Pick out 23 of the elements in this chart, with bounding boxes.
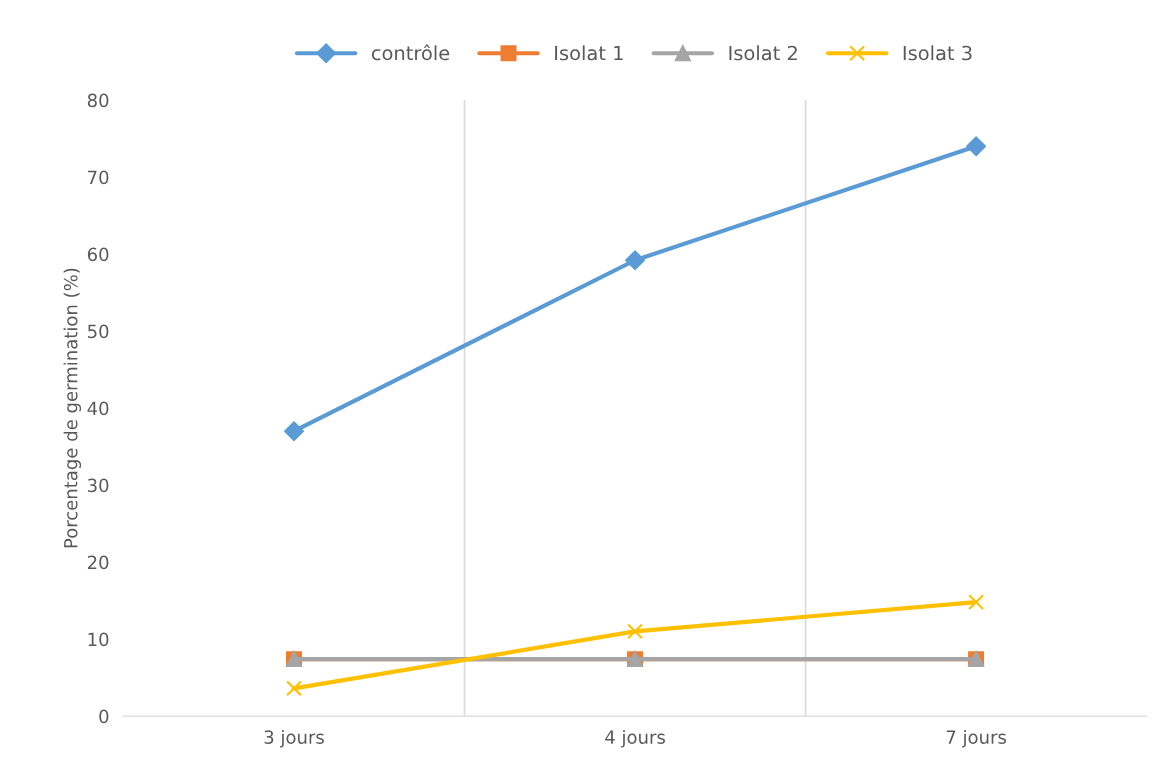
y-tick-label: 60 [87, 247, 109, 262]
y-tick-label: 70 [88, 170, 109, 185]
y-tick-label: 80 [87, 93, 109, 108]
y-tick-label: 50 [88, 324, 109, 339]
legend-label: contrôle [371, 44, 450, 61]
legend-label: Isolat 2 [729, 45, 797, 61]
y-tick-label: 0 [99, 709, 109, 724]
y-axis-title: Porcentage de germination (%) [63, 268, 82, 548]
point [627, 623, 644, 640]
legend-label: Isolat 3 [903, 45, 972, 61]
point [286, 680, 302, 697]
y-tick-label: 10 [88, 632, 109, 647]
point [968, 594, 985, 611]
point [625, 250, 645, 271]
point [966, 136, 986, 157]
legend-label: Isolat 1 [555, 45, 623, 61]
x-tick-label: 4 jours [605, 729, 665, 748]
point [284, 421, 304, 442]
y-tick-label: 40 [87, 401, 109, 416]
y-tick-label: 20 [87, 555, 109, 570]
x-tick-label: 3 jours [264, 729, 324, 748]
y-tick-label: 30 [87, 478, 109, 493]
x-tick-label: 7 jours [946, 729, 1006, 748]
